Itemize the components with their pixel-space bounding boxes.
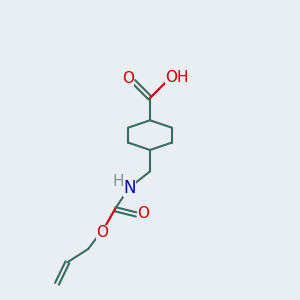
Text: OH: OH — [165, 70, 188, 85]
Text: O: O — [96, 225, 108, 240]
Text: O: O — [122, 70, 134, 86]
Text: H: H — [112, 174, 124, 189]
Text: O: O — [137, 206, 149, 221]
Text: N: N — [123, 179, 135, 197]
